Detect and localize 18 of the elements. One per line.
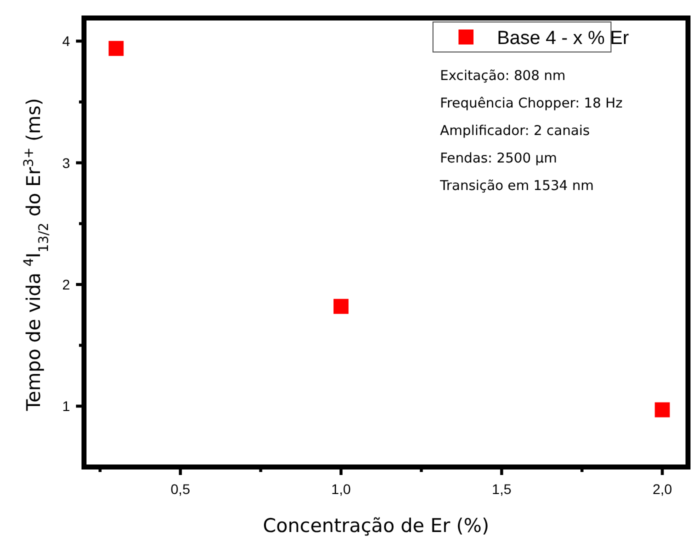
point [108,40,124,56]
point [334,298,349,314]
annotation: Amplificador: 2 canais [440,123,590,139]
legend-label: Base 4 - x % Er [497,28,630,49]
x-tick-label: 0,5 [170,481,190,497]
annotation: Transição em 1534 nm [439,178,594,194]
y-tick-label: 1 [62,398,70,414]
y-tick-label: 4 [62,33,70,50]
x-tick-label: 2,0 [652,481,672,497]
y-tick-label: 2 [62,276,70,292]
annotation: Fendas: 2500 µm [440,150,557,166]
x-tick-label: 1,0 [331,481,351,497]
x-tick-label: 1,5 [492,481,512,497]
annotation: Excitação: 808 nm [440,68,566,84]
point [654,402,670,418]
y-tick-label: 3 [62,154,70,171]
x-axis-title: Concentração de Er (%) [262,515,490,537]
annotation: Frequência Chopper: 18 Hz [440,96,623,112]
